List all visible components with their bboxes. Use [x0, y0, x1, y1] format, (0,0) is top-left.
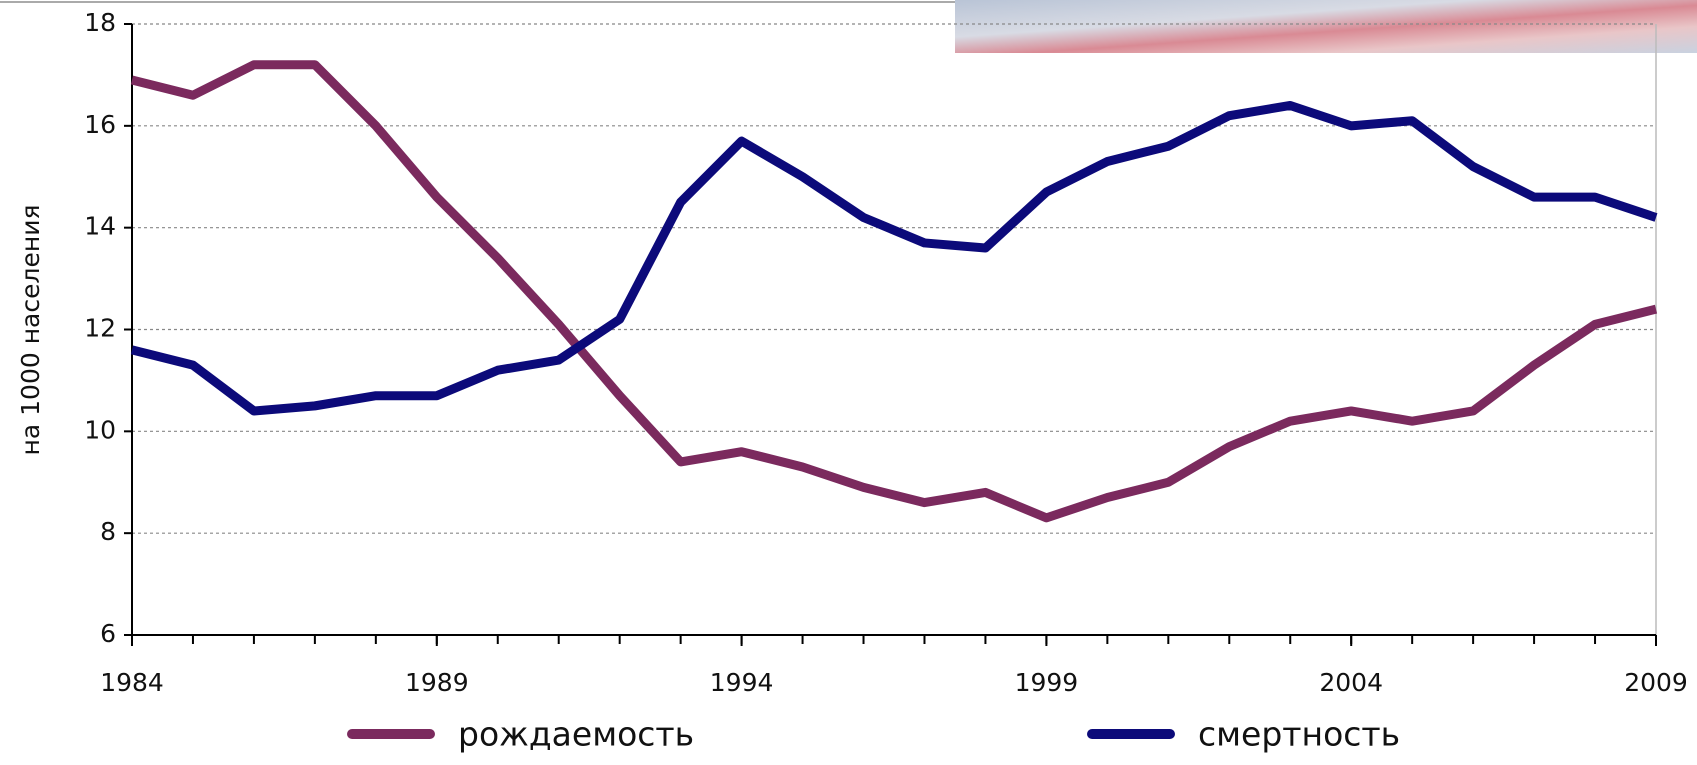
x-tick-label: 2009 — [1624, 668, 1688, 697]
x-tick-label: 1989 — [405, 668, 469, 697]
x-tick-label: 1994 — [710, 668, 774, 697]
x-tick-label: 1999 — [1015, 668, 1079, 697]
y-tick-label: 18 — [84, 8, 116, 37]
x-tick-label: 1984 — [100, 668, 164, 697]
x-tick-label: 2004 — [1319, 668, 1383, 697]
y-tick-label: 12 — [84, 314, 116, 343]
y-axis-label: на 1000 населения — [16, 205, 45, 456]
y-tick-label: 6 — [100, 619, 116, 648]
photo — [955, 0, 1697, 53]
y-tick-label: 8 — [100, 517, 116, 546]
y-tick-label: 14 — [84, 212, 116, 241]
chart: на 1000 населения 6 8 10 12 14 16 18 1984 1989 19… — [0, 0, 1697, 765]
legend-label: рождаемость — [458, 715, 694, 754]
y-tick-label: 10 — [84, 415, 116, 444]
legend-label: смертность — [1198, 715, 1400, 754]
series-line — [132, 105, 1656, 411]
y-tick-label: 16 — [84, 110, 116, 139]
